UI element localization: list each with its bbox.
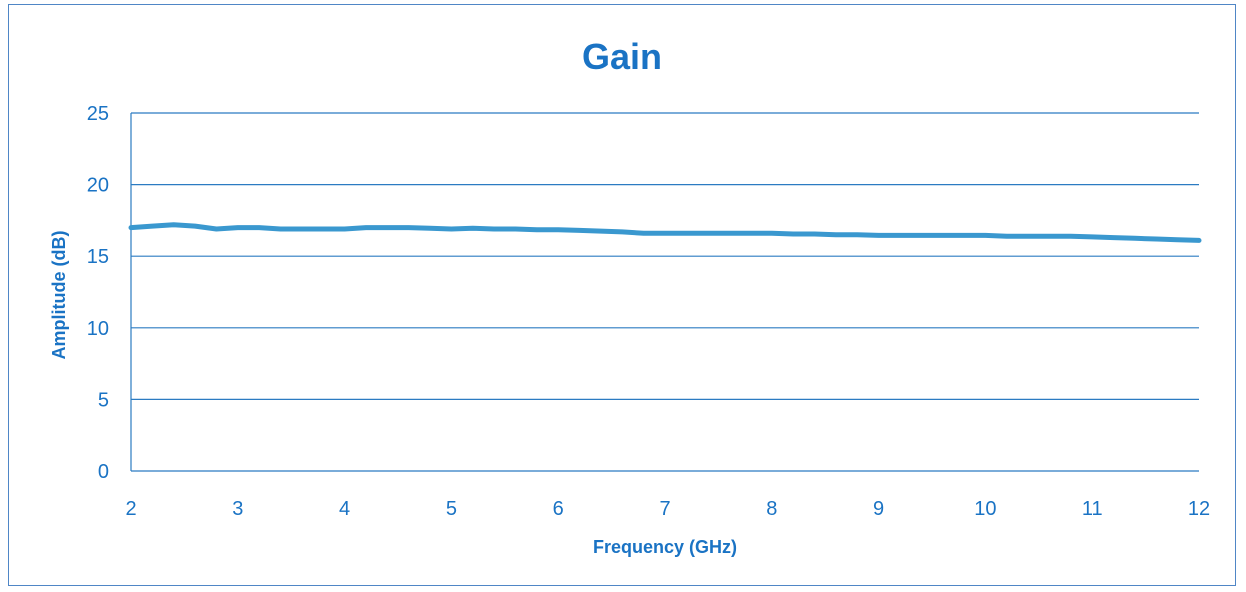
- chart-title: Gain: [582, 36, 662, 77]
- series-line-0: [128, 222, 1202, 243]
- y-tick-label-25: 25: [87, 103, 109, 125]
- x-tick-label-10: 10: [974, 498, 996, 520]
- tick-labels: 0 5 10 15 20 25 2 3 4 5 6 7 8 9 10 11 12: [87, 103, 1210, 520]
- chart-frame: Gain 0 5 10 15 20 25 2 3 4 5 6 7 8 9 10 11 12 Frequency …: [8, 4, 1236, 586]
- x-tick-label-3: 3: [232, 498, 243, 520]
- x-tick-label-2: 2: [125, 498, 136, 520]
- y-tick-label-10: 10: [87, 318, 109, 340]
- gain-chart: Gain 0 5 10 15 20 25 2 3 4 5 6 7 8 9 10 11 12 Frequency …: [49, 36, 1210, 557]
- x-tick-label-12: 12: [1188, 498, 1210, 520]
- x-tick-label-9: 9: [873, 498, 884, 520]
- x-tick-label-7: 7: [659, 498, 670, 520]
- x-tick-label-5: 5: [446, 498, 457, 520]
- grid-lines: [130, 112, 1199, 472]
- y-tick-label-5: 5: [98, 389, 109, 411]
- y-tick-label-0: 0: [98, 461, 109, 483]
- x-tick-label-6: 6: [553, 498, 564, 520]
- x-tick-label-4: 4: [339, 498, 350, 520]
- y-tick-label-15: 15: [87, 246, 109, 268]
- y-tick-label-20: 20: [87, 175, 109, 197]
- x-axis-title: Frequency (GHz): [593, 537, 737, 557]
- x-tick-label-8: 8: [766, 498, 777, 520]
- y-axis-title: Amplitude (dB): [49, 231, 69, 360]
- plot-area: [128, 222, 1202, 243]
- x-tick-label-11: 11: [1082, 498, 1103, 520]
